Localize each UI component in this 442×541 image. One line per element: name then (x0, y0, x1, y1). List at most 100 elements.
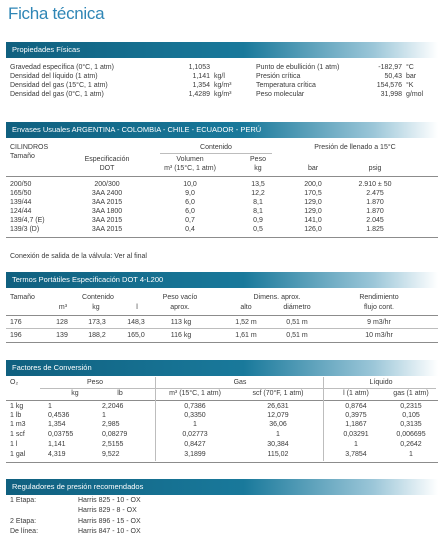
table-cell: 115,02 (267, 451, 289, 458)
table-cell: 139/4,7 (E) (10, 217, 45, 224)
table-cell: 139/3 (D) (10, 226, 40, 233)
table-cell: 0,51 m (286, 319, 308, 326)
prop-value: 1,141 (192, 73, 210, 80)
table-cell: 1 (409, 451, 413, 458)
prop-unit: °C (406, 64, 414, 71)
divider (6, 462, 438, 463)
col-header-peso: Peso (250, 156, 266, 163)
table-cell: 6,0 (185, 208, 195, 215)
col-header-aprox: aprox. (170, 304, 190, 311)
table-cell: 1,1867 (345, 421, 367, 428)
table-cell: 9,522 (102, 451, 120, 458)
table-cell: 0,4 (185, 226, 195, 233)
col-header-gas: Gas (233, 379, 247, 386)
prop-label: Densidad del líquido (1 atm) (10, 73, 98, 80)
table-cell: 3AA 2015 (91, 199, 123, 206)
table-cell: 8,1 (253, 208, 263, 215)
prop-unit: g/mol (406, 91, 424, 98)
table-cell: 1 (102, 412, 106, 419)
prop-unit: kg/m³ (214, 82, 232, 89)
table-cell: 200/50 (10, 181, 32, 188)
table-cell: 2,5155 (102, 441, 124, 448)
col-header-tamano: Tamaño (10, 153, 35, 160)
table-cell: 1,52 m (235, 319, 257, 326)
table-cell: 1,354 (48, 421, 66, 428)
col-header-lb: lb (117, 390, 123, 397)
table-cell: 8,1 (253, 199, 263, 206)
table-cell: 2.910 ± 50 (358, 181, 392, 188)
col-header-m3: m³ (15°C, 1 atm) (169, 390, 221, 397)
prop-unit: °K (406, 82, 414, 89)
table-cell: 36,06 (269, 421, 287, 428)
table-cell: 165,0 (127, 332, 145, 339)
prop-value: 154,576 (376, 82, 402, 89)
table-cell: 30,384 (267, 441, 289, 448)
table-cell: 176 (10, 319, 22, 326)
prop-unit: kg/l (214, 73, 225, 80)
col-header-cilindros: CILINDROS (10, 144, 49, 151)
table-cell: 9 m3/hr (367, 319, 391, 326)
regulator-label: 2 Etapa: (10, 518, 37, 525)
table-cell: 2.475 (366, 190, 384, 197)
table-cell: 116 kg (170, 332, 192, 339)
prop-label: Gravedad específica (0°C, 1 atm) (10, 64, 114, 71)
prop-value: 31,998 (380, 91, 402, 98)
footnote: Conexión de salida de la válvula: Ver al… (10, 253, 147, 260)
col-header-liquido: Líquido (369, 379, 393, 386)
divider (6, 400, 438, 401)
col-header-m3: m³ (58, 304, 68, 311)
divider (323, 377, 324, 461)
table-cell: 129,0 (304, 208, 322, 215)
table-cell: 139 (56, 332, 68, 339)
table-cell: 0,3975 (345, 412, 367, 419)
table-cell: 165/50 (10, 190, 32, 197)
divider (6, 342, 438, 343)
section-header-termos: Termos Portátiles Especificación DOT 4-L… (6, 272, 438, 288)
col-header-peso: Peso vacío (162, 294, 198, 301)
prop-unit: kg/m³ (214, 91, 232, 98)
table-cell: 2,985 (102, 421, 120, 428)
table-cell: 126,0 (304, 226, 322, 233)
col-header-rendimiento: Rendimiento (359, 294, 399, 301)
table-cell: 26,631 (267, 403, 289, 410)
regulator-label: 1 Etapa: (10, 497, 37, 504)
col-header-presion: Presión de llenado a 15°C (314, 144, 396, 151)
divider (6, 176, 438, 177)
table-cell: 12,2 (251, 190, 265, 197)
table-cell: 1,61 m (235, 332, 257, 339)
col-header-kg: kg (71, 390, 79, 397)
table-cell: 3,7854 (345, 451, 367, 458)
table-cell: 1.870 (366, 208, 384, 215)
prop-value: 1,1053 (188, 64, 210, 71)
prop-label: Punto de ebullición (1 atm) (256, 64, 340, 71)
table-cell: 0,7 (185, 217, 195, 224)
prop-value: 50,43 (384, 73, 402, 80)
col-header-volunit: m³ (15°C, 1 atm) (164, 165, 216, 172)
table-cell: 3AA 1800 (91, 208, 123, 215)
prop-value: 1,4289 (188, 91, 210, 98)
col-header-alto: alto (240, 304, 252, 311)
col-header-volumen: Volumen (176, 156, 204, 163)
table-cell: 1 (276, 431, 280, 438)
regulator-model: Harris 825 - 10 - OX (78, 497, 141, 504)
table-cell: 10,0 (183, 181, 197, 188)
col-header-diametro: diámetro (283, 304, 311, 311)
col-header-kg: kg (92, 304, 100, 311)
table-cell: 1 gal (10, 451, 26, 458)
table-cell: 170,5 (304, 190, 322, 197)
table-cell: 1 kg (10, 403, 24, 410)
table-cell: 0,3350 (184, 412, 206, 419)
table-cell: 129,0 (304, 199, 322, 206)
table-cell: 0,5 (253, 226, 263, 233)
table-cell: 128 (56, 319, 68, 326)
table-cell: 6,0 (185, 199, 195, 206)
table-cell: 0,03291 (343, 431, 369, 438)
regulator-label: De línea: (10, 528, 39, 535)
divider (6, 237, 438, 238)
table-cell: 0,3135 (400, 421, 422, 428)
table-cell: 0,105 (402, 412, 420, 419)
regulator-model: Harris 896 - 15 - OX (78, 518, 141, 525)
table-cell: 1.870 (366, 199, 384, 206)
table-cell: 0,7386 (184, 403, 206, 410)
col-header-peso: Peso (87, 379, 103, 386)
